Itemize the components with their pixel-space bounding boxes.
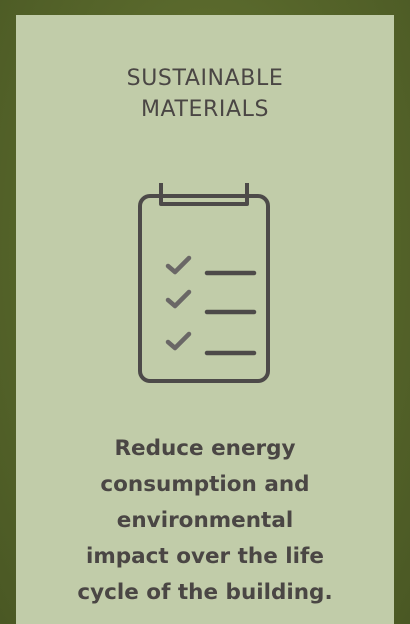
card-title: SUSTAINABLE MATERIALS	[126, 66, 284, 122]
clipboard-checklist-icon	[137, 180, 273, 386]
sustainable-materials-card: SUSTAINABLE MATERIALS Reduce energy cons…	[16, 15, 394, 624]
card-description: Reduce energy consumption and environmen…	[77, 436, 333, 605]
